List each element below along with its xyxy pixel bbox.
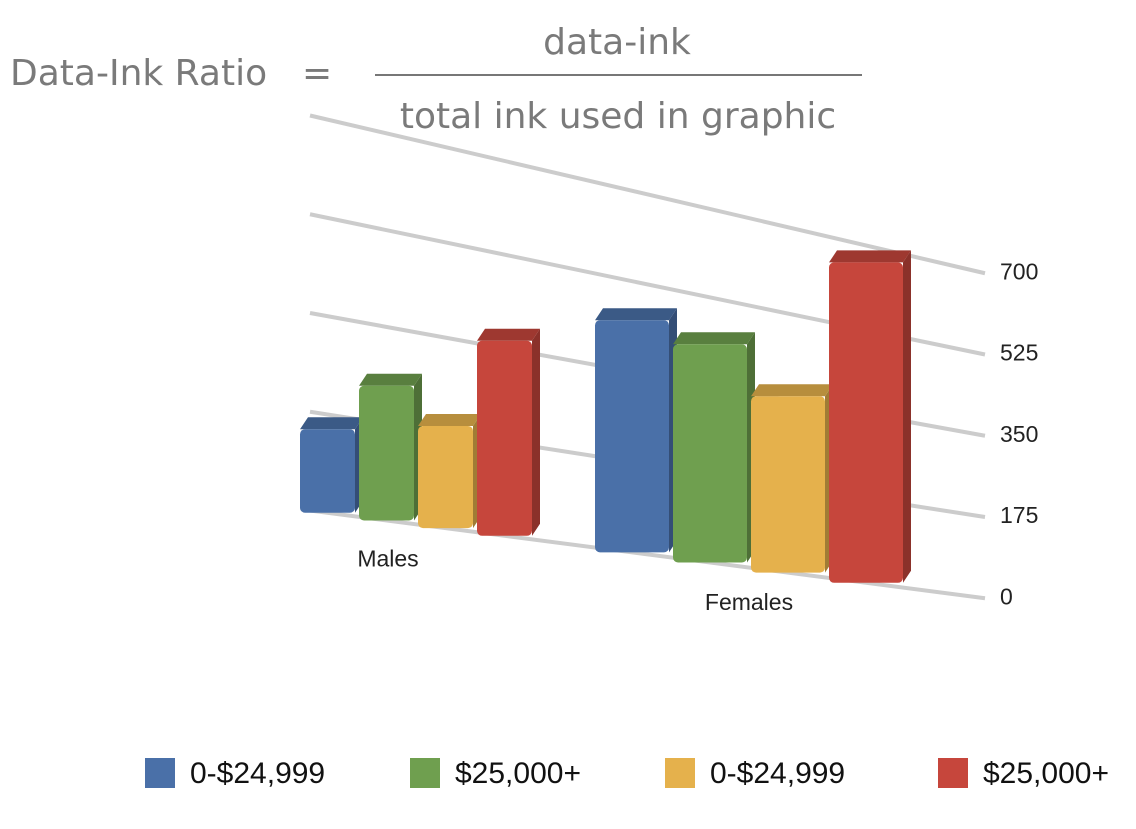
bar-side: [532, 328, 540, 536]
x-tick-label: Females: [705, 589, 793, 615]
formula-left: Data-Ink Ratio: [10, 53, 267, 94]
bar: [300, 429, 355, 513]
bar-top: [673, 332, 755, 345]
bar-top: [751, 384, 833, 397]
legend-swatch: [938, 758, 968, 788]
y-tick-label: 700: [1000, 258, 1038, 284]
bar: [751, 396, 825, 573]
formula-numerator: data-ink: [543, 22, 691, 63]
legend-swatch: [410, 758, 440, 788]
legend-swatch: [145, 758, 175, 788]
formula-denominator: total ink used in graphic: [400, 96, 836, 137]
bar: [359, 385, 414, 521]
bar: [418, 425, 473, 529]
bar: [595, 320, 669, 553]
bar-top: [418, 413, 481, 426]
y-tick-label: 350: [1000, 421, 1038, 447]
legend-swatch: [665, 758, 695, 788]
bar-top: [595, 308, 677, 321]
bar: [673, 344, 747, 563]
grid-line: [309, 113, 986, 276]
legend-label: $25,000+: [983, 757, 1109, 790]
bar-top: [300, 417, 363, 430]
bar-side: [903, 250, 911, 583]
legend-label: $25,000+: [455, 757, 581, 790]
bar-top: [829, 250, 911, 263]
bar: [477, 340, 532, 536]
legend-label: 0-$24,999: [710, 757, 845, 790]
y-tick-label: 175: [1000, 502, 1038, 528]
legend-label: 0-$24,999: [190, 757, 325, 790]
bar-top: [477, 328, 540, 341]
bar-top: [359, 373, 422, 386]
x-tick-label: Males: [357, 546, 418, 572]
bar: [829, 262, 903, 583]
y-tick-label: 525: [1000, 340, 1038, 366]
y-tick-label: 0: [1000, 583, 1013, 609]
formula-equals: =: [302, 53, 332, 94]
